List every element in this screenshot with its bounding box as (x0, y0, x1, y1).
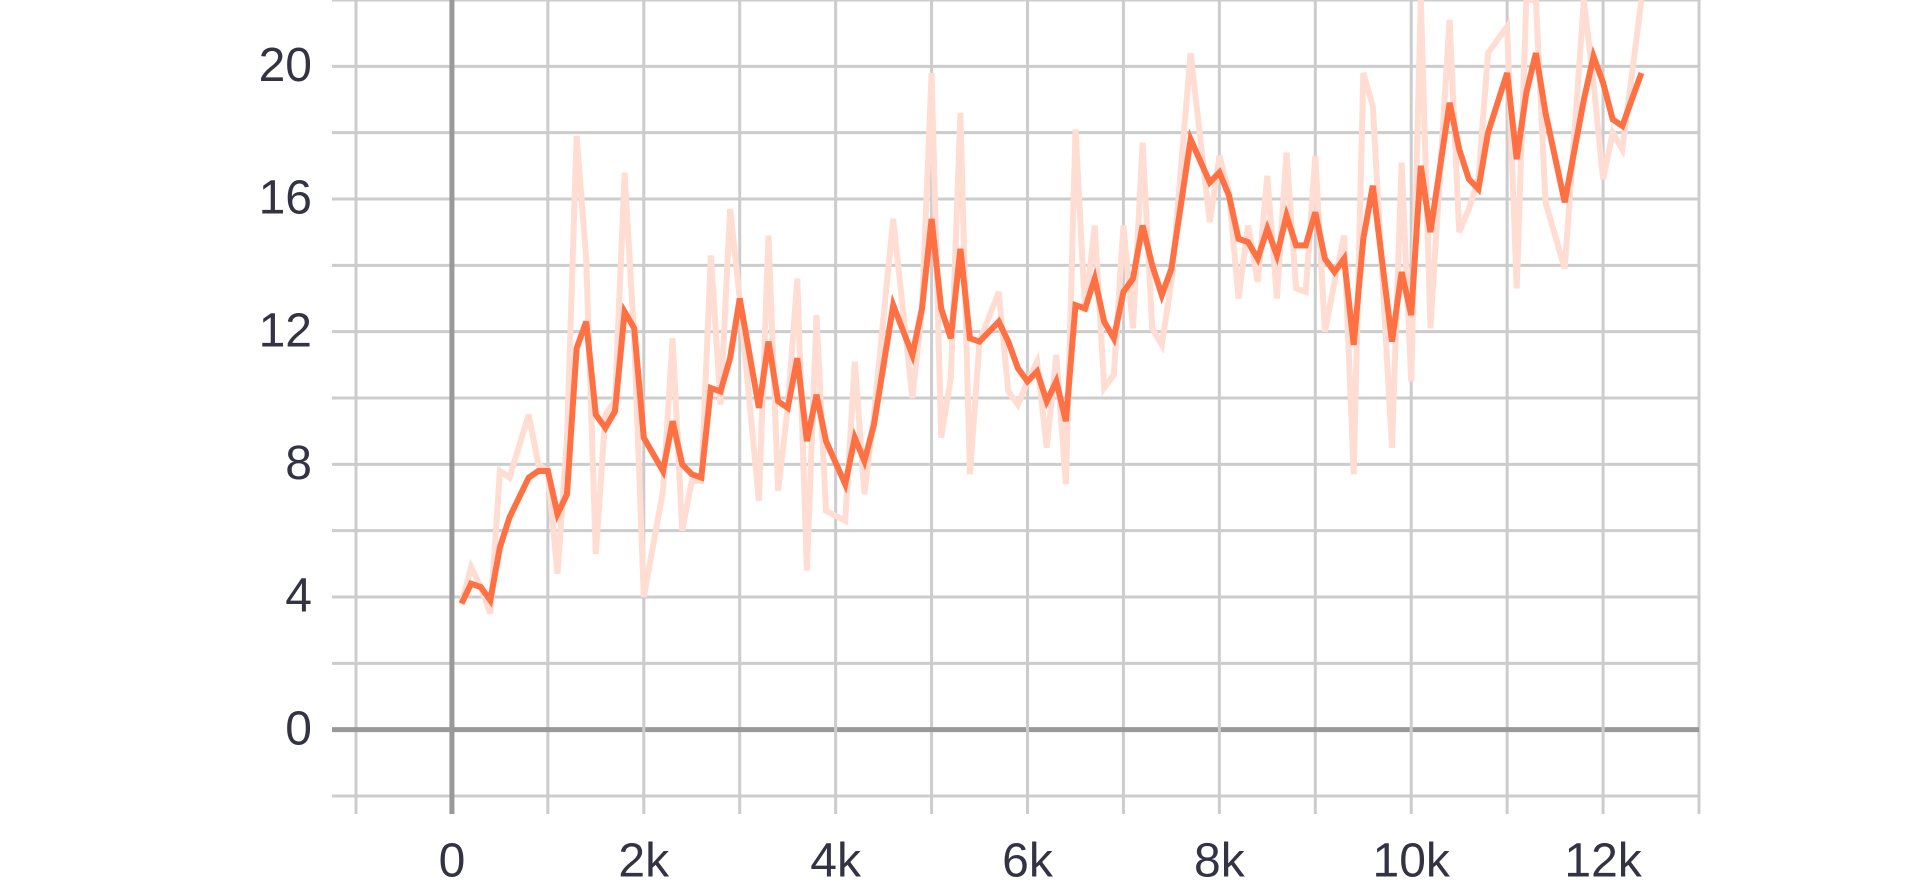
y-tick-label: 12 (259, 304, 312, 357)
plot-area (458, 0, 1645, 615)
raw-line (458, 0, 1645, 615)
y-tick-label: 0 (285, 702, 312, 755)
y-tick-label: 20 (259, 39, 312, 92)
smoothed-line (458, 45, 1645, 608)
y-tick-label: 8 (285, 437, 312, 490)
tick-labels: 0 4 8 12 16 20 0 2k 4k 6k 8k 10k 12k (259, 39, 1643, 888)
y-tick-label: 4 (285, 570, 312, 623)
x-tick-label: 2k (618, 835, 670, 888)
y-tick-label: 16 (259, 172, 312, 225)
x-tick-label: 8k (1194, 835, 1246, 888)
grid (332, 0, 1701, 814)
x-tick-label: 10k (1373, 835, 1451, 888)
x-tick-label: 4k (810, 835, 862, 888)
x-tick-label: 0 (439, 835, 466, 888)
x-tick-label: 12k (1564, 835, 1642, 888)
x-tick-label: 6k (1002, 835, 1054, 888)
